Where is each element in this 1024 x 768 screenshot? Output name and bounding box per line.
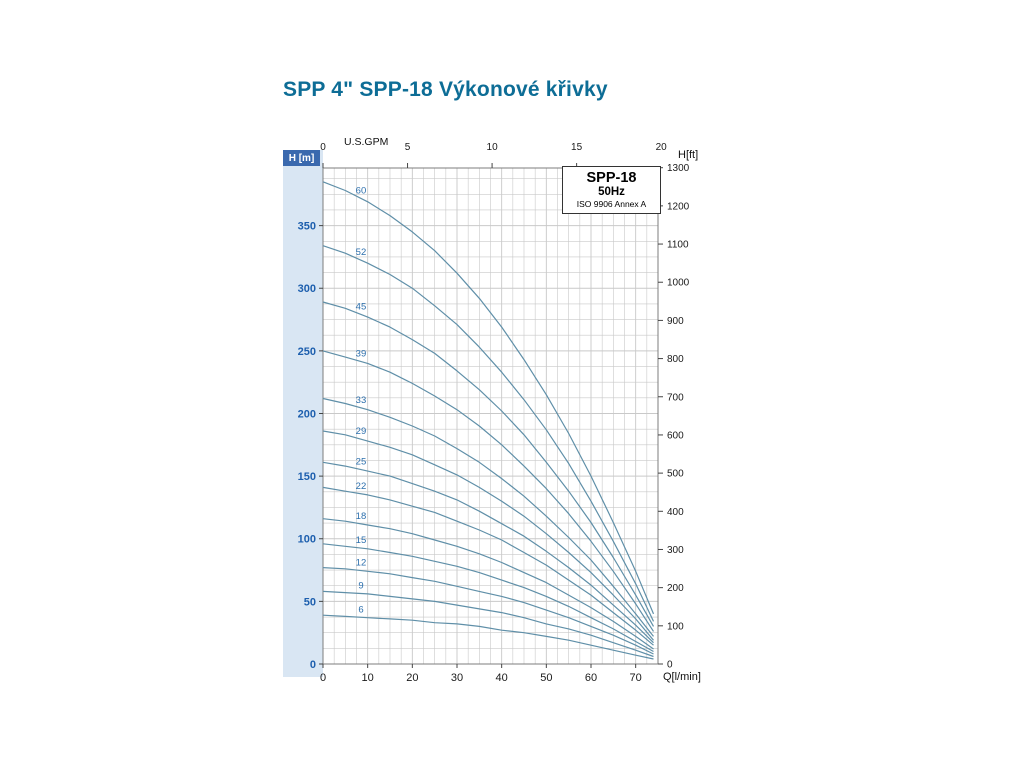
curve-stage-label-6: 6 xyxy=(358,604,363,615)
left-axis-tick-label: 200 xyxy=(298,408,316,420)
curve-stage-label-18: 18 xyxy=(356,511,367,522)
bottom-axis-tick-label: 70 xyxy=(630,672,642,684)
left-axis-unit-label: H [m] xyxy=(283,150,320,166)
legend-model: SPP-18 xyxy=(586,170,637,186)
bottom-axis-tick-label: 60 xyxy=(585,672,597,684)
bottom-axis-tick-label: 0 xyxy=(320,672,326,684)
left-axis-tick-label: 50 xyxy=(304,596,316,608)
bottom-axis-tick-label: 40 xyxy=(496,672,508,684)
right-axis-tick-label: 1000 xyxy=(667,278,690,289)
right-axis-tick-label: 500 xyxy=(667,469,684,480)
curve-stage-label-25: 25 xyxy=(356,457,367,468)
pump-curve-52 xyxy=(322,245,655,622)
pump-curve-29 xyxy=(322,430,654,641)
right-axis-tick-label: 300 xyxy=(667,545,684,556)
pump-curve-12 xyxy=(322,567,654,655)
pump-curve-33 xyxy=(322,397,654,637)
bottom-axis-tick-label: 20 xyxy=(406,672,418,684)
bottom-axis-tick-label: 30 xyxy=(451,672,463,684)
left-axis-tick-label: 100 xyxy=(298,534,316,546)
right-axis-unit-label: H[ft] xyxy=(678,149,699,161)
left-axis-tick-label: 300 xyxy=(298,283,316,295)
bottom-axis-tick-label: 10 xyxy=(362,672,374,684)
pump-curve-60 xyxy=(322,181,655,615)
left-axis-tick-label: 350 xyxy=(298,221,316,233)
curve-stage-label-33: 33 xyxy=(356,395,367,406)
page-title: SPP 4" SPP-18 Výkonové křivky xyxy=(283,78,608,101)
pump-curve-9 xyxy=(322,590,654,658)
plot-border xyxy=(322,167,659,665)
left-axis-strip xyxy=(283,150,323,677)
bottom-axis-unit-label: Q[l/min] xyxy=(663,671,701,683)
pump-curve-25 xyxy=(322,461,654,644)
pump-curve-45 xyxy=(322,301,655,627)
top-axis-tick-label: 5 xyxy=(405,142,411,153)
right-axis-tick-label: 200 xyxy=(667,583,684,594)
curve-stage-label-45: 45 xyxy=(356,301,367,312)
left-axis-tick-label: 250 xyxy=(298,346,316,358)
curve-stage-label-39: 39 xyxy=(356,349,367,360)
right-axis-tick-label: 900 xyxy=(667,316,684,327)
pump-curve-39 xyxy=(322,350,655,632)
legend-frequency: 50Hz xyxy=(598,186,625,198)
left-axis-tick-label: 0 xyxy=(310,659,316,671)
legend-standard: ISO 9906 Annex A xyxy=(576,199,647,209)
pump-curve-22 xyxy=(322,486,654,646)
right-axis-tick-label: 800 xyxy=(667,354,684,365)
right-axis-tick-label: 1200 xyxy=(667,201,690,212)
curve-stage-label-9: 9 xyxy=(358,580,363,591)
top-axis-tick-label: 10 xyxy=(487,142,499,153)
top-axis-tick-label: 15 xyxy=(571,142,583,153)
pump-curve-15 xyxy=(322,543,654,653)
curve-stage-label-22: 22 xyxy=(356,481,367,492)
right-axis-tick-label: 400 xyxy=(667,507,684,518)
top-axis-tick-label: 0 xyxy=(320,142,326,153)
bottom-axis-tick-label: 50 xyxy=(540,672,552,684)
top-axis-unit-label: U.S.GPM xyxy=(344,136,389,148)
legend-box: SPP-18 50Hz ISO 9906 Annex A xyxy=(562,166,661,214)
curve-stage-label-15: 15 xyxy=(356,535,367,546)
curve-stage-label-29: 29 xyxy=(356,426,367,437)
curve-stage-label-52: 52 xyxy=(356,247,367,258)
right-axis-tick-label: 600 xyxy=(667,430,684,441)
curve-stage-label-12: 12 xyxy=(356,558,367,569)
right-axis-tick-label: 0 xyxy=(667,660,673,671)
pump-curve-18 xyxy=(322,518,654,650)
right-axis-tick-label: 700 xyxy=(667,392,684,403)
curve-stage-label-60: 60 xyxy=(356,185,367,196)
right-axis-tick-label: 1300 xyxy=(667,163,690,174)
top-axis-tick-label: 20 xyxy=(656,142,668,153)
left-axis-tick-label: 150 xyxy=(298,471,316,483)
right-axis-tick-label: 100 xyxy=(667,621,684,632)
pump-curve-6 xyxy=(322,614,654,660)
right-axis-tick-label: 1100 xyxy=(667,240,689,251)
